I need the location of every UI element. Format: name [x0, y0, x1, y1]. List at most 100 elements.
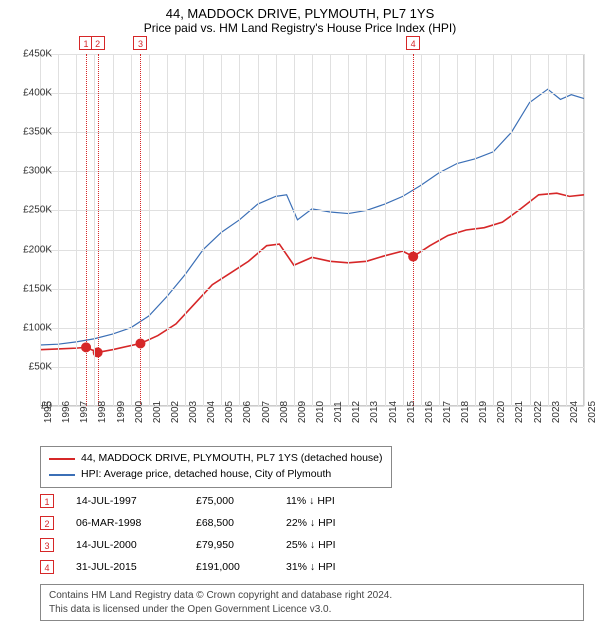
sales-row-date: 31-JUL-2015 — [76, 561, 196, 573]
x-tick-label: 2007 — [261, 401, 272, 423]
event-line — [140, 54, 141, 406]
x-tick-label: 2017 — [442, 401, 453, 423]
sales-row-delta: 22% ↓ HPI — [286, 517, 386, 529]
x-tick-label: 2006 — [242, 401, 253, 423]
x-tick-label: 2016 — [424, 401, 435, 423]
x-tick-label: 2021 — [514, 401, 525, 423]
gridline-v — [185, 54, 186, 406]
gridline-v — [385, 54, 386, 406]
gridline-v — [131, 54, 132, 406]
sales-row-badge: 1 — [40, 494, 54, 508]
x-tick-label: 1996 — [61, 401, 72, 423]
y-tick-label: £100K — [23, 322, 52, 333]
event-line — [98, 54, 99, 406]
event-badge: 3 — [133, 36, 147, 50]
gridline-v — [58, 54, 59, 406]
event-badge: 4 — [406, 36, 420, 50]
figure-title: 44, MADDOCK DRIVE, PLYMOUTH, PL7 1YS — [0, 6, 600, 21]
x-tick-label: 1997 — [79, 401, 90, 423]
gridline-v — [421, 54, 422, 406]
sales-row: 2 06-MAR-1998£68,50022% ↓ HPI — [40, 512, 386, 534]
x-tick-label: 2008 — [279, 401, 290, 423]
x-tick-label: 2024 — [569, 401, 580, 423]
sales-row: 1 14-JUL-1997£75,00011% ↓ HPI — [40, 490, 386, 512]
figure-subtitle: Price paid vs. HM Land Registry's House … — [0, 21, 600, 35]
gridline-v — [167, 54, 168, 406]
y-tick-label: £150K — [23, 283, 52, 294]
sales-row-price: £191,000 — [196, 561, 286, 573]
gridline-v — [457, 54, 458, 406]
x-tick-label: 2001 — [152, 401, 163, 423]
x-tick-label: 1999 — [116, 401, 127, 423]
gridline-v — [239, 54, 240, 406]
legend-label: HPI: Average price, detached house, City… — [81, 467, 331, 483]
gridline-v — [403, 54, 404, 406]
gridline-v — [258, 54, 259, 406]
x-tick-label: 1995 — [43, 401, 54, 423]
event-line — [413, 54, 414, 406]
y-tick-label: £400K — [23, 88, 52, 99]
x-tick-label: 2010 — [315, 401, 326, 423]
gridline-v — [548, 54, 549, 406]
x-tick-label: 1998 — [97, 401, 108, 423]
gridline-v — [439, 54, 440, 406]
x-tick-label: 2012 — [351, 401, 362, 423]
x-tick-label: 2025 — [587, 401, 598, 423]
x-tick-label: 2011 — [333, 401, 344, 423]
gridline-v — [493, 54, 494, 406]
titles: 44, MADDOCK DRIVE, PLYMOUTH, PL7 1YS Pri… — [0, 0, 600, 35]
sales-row-date: 14-JUL-1997 — [76, 495, 196, 507]
x-tick-label: 2014 — [388, 401, 399, 423]
x-tick-label: 2020 — [496, 401, 507, 423]
sales-row: 314-JUL-2000£79,95025% ↓ HPI — [40, 534, 386, 556]
gridline-v — [94, 54, 95, 406]
sales-table: 1 14-JUL-1997£75,00011% ↓ HPI 2 06-MAR-1998… — [40, 490, 386, 578]
sales-row-date: 06-MAR-1998 — [76, 517, 196, 529]
x-tick-label: 2022 — [533, 401, 544, 423]
legend-label: 44, MADDOCK DRIVE, PLYMOUTH, PL7 1YS (de… — [81, 451, 383, 467]
sales-row: 4 31-JUL-2015£191,00031% ↓ HPI — [40, 556, 386, 578]
legend-row: HPI: Average price, detached house, City… — [49, 467, 383, 483]
sales-row-delta: 31% ↓ HPI — [286, 561, 386, 573]
sales-row-date: 14-JUL-2000 — [76, 539, 196, 551]
sales-row-delta: 25% ↓ HPI — [286, 539, 386, 551]
y-tick-label: £350K — [23, 127, 52, 138]
x-tick-label: 2005 — [224, 401, 235, 423]
gridline-v — [149, 54, 150, 406]
sales-row-price: £75,000 — [196, 495, 286, 507]
footer-line-1: Contains HM Land Registry data © Crown c… — [49, 589, 575, 603]
sales-row-price: £79,950 — [196, 539, 286, 551]
gridline-v — [330, 54, 331, 406]
x-tick-label: 2018 — [460, 401, 471, 423]
x-tick-label: 2015 — [406, 401, 417, 423]
gridline-v — [113, 54, 114, 406]
gridline-v — [76, 54, 77, 406]
x-tick-label: 2002 — [170, 401, 181, 423]
sales-row-badge: 4 — [40, 560, 54, 574]
attribution-footer: Contains HM Land Registry data © Crown c… — [40, 584, 584, 621]
gridline-v — [221, 54, 222, 406]
y-tick-label: £200K — [23, 244, 52, 255]
legend-row: 44, MADDOCK DRIVE, PLYMOUTH, PL7 1YS (de… — [49, 451, 383, 467]
y-tick-label: £300K — [23, 166, 52, 177]
gridline-v — [276, 54, 277, 406]
event-line — [86, 54, 87, 406]
gridline-v — [366, 54, 367, 406]
sales-row-price: £68,500 — [196, 517, 286, 529]
event-badge: 2 — [91, 36, 105, 50]
legend-swatch — [49, 474, 75, 476]
gridline-v — [294, 54, 295, 406]
sales-row-delta: 11% ↓ HPI — [286, 495, 386, 507]
x-tick-label: 2004 — [206, 401, 217, 423]
sales-row-badge: 2 — [40, 516, 54, 530]
chart-area — [40, 54, 584, 406]
gridline-v — [348, 54, 349, 406]
y-tick-label: £250K — [23, 205, 52, 216]
gridline-v — [203, 54, 204, 406]
gridline-v — [530, 54, 531, 406]
figure: 44, MADDOCK DRIVE, PLYMOUTH, PL7 1YS Pri… — [0, 0, 600, 620]
gridline-v — [475, 54, 476, 406]
x-tick-label: 2013 — [369, 401, 380, 423]
y-tick-label: £450K — [23, 49, 52, 60]
x-tick-label: 2023 — [551, 401, 562, 423]
